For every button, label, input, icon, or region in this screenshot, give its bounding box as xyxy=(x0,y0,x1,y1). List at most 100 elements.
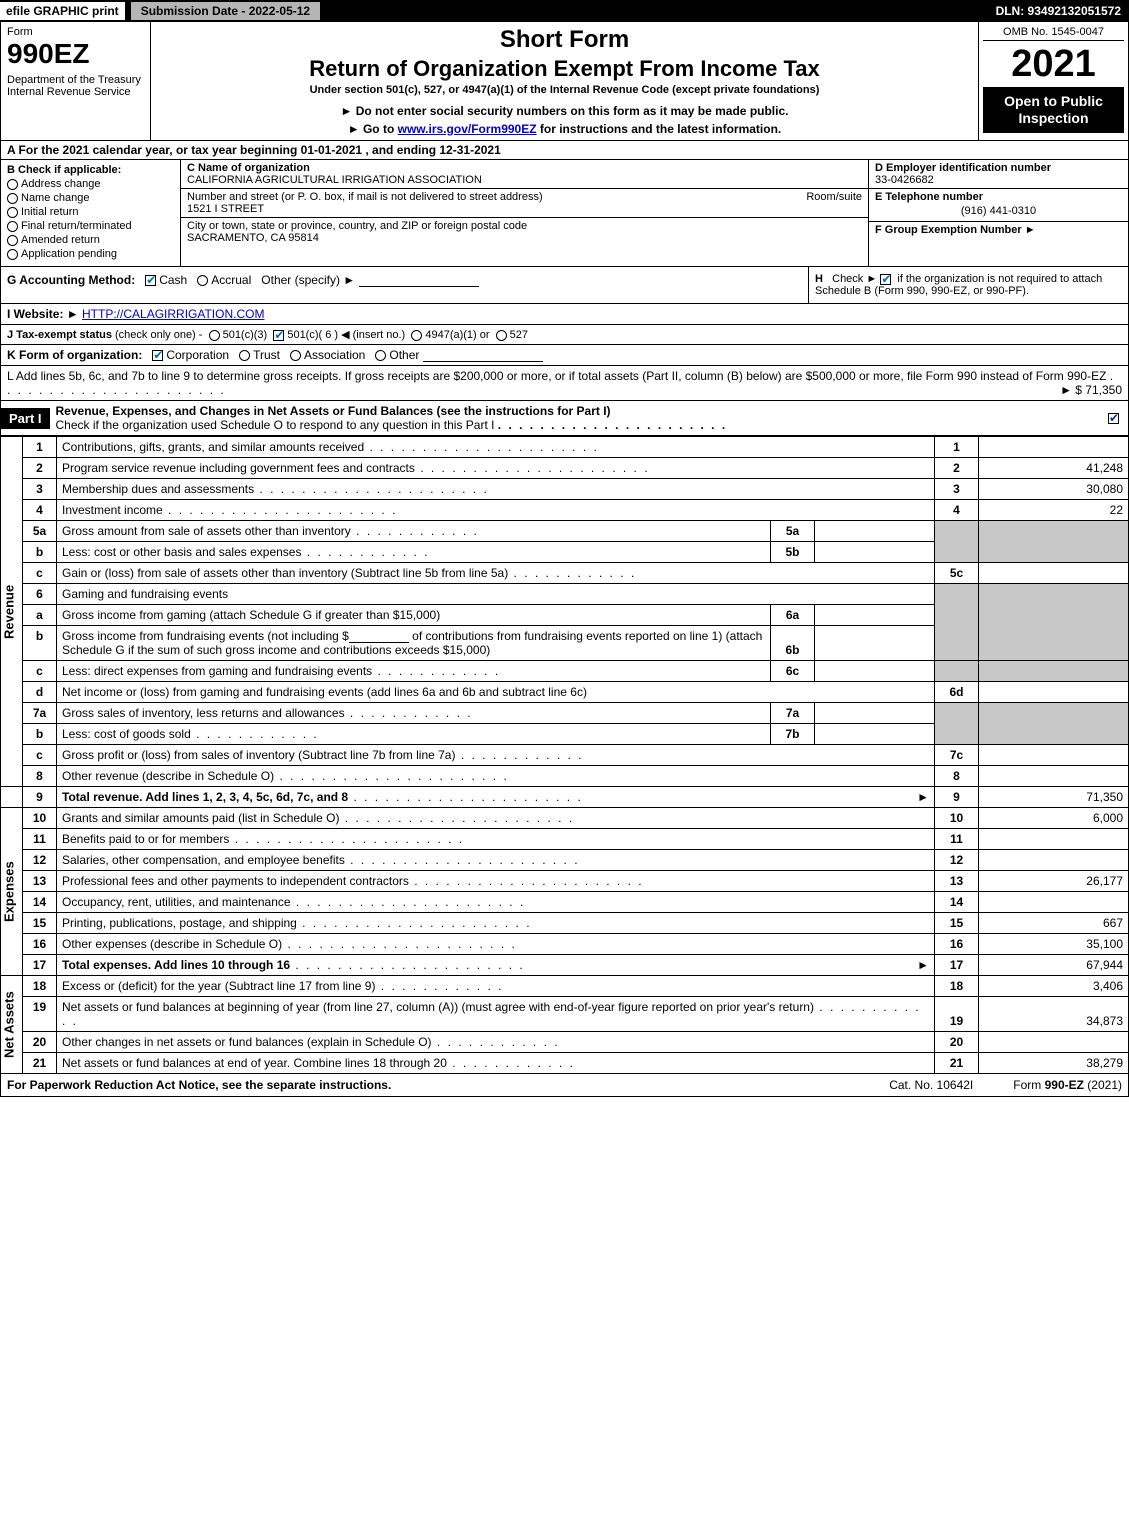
ln-6c-num: c xyxy=(23,661,57,682)
ln-13-desc: Professional fees and other payments to … xyxy=(57,871,935,892)
ln-2-desc: Program service revenue including govern… xyxy=(57,458,935,479)
ln-4-col: 4 xyxy=(935,500,979,521)
ln-8-col: 8 xyxy=(935,766,979,787)
grey-6c xyxy=(935,661,979,682)
cb-association[interactable] xyxy=(290,350,301,361)
b-label: B Check if applicable: xyxy=(7,164,174,176)
ln-9-val: 71,350 xyxy=(979,787,1129,808)
ln-3-desc: Membership dues and assessments xyxy=(57,479,935,500)
row-i: I Website: ► HTTP://CALAGIRRIGATION.COM xyxy=(0,304,1129,325)
j-note: (check only one) - xyxy=(115,329,202,341)
ln-10-num: 10 xyxy=(23,808,57,829)
telephone: (916) 441-0310 xyxy=(875,203,1122,219)
ln-21-val: 38,279 xyxy=(979,1053,1129,1074)
tax-year: 2021 xyxy=(983,45,1124,83)
cb-501c3[interactable] xyxy=(209,330,220,341)
h-label: H xyxy=(815,273,823,285)
ln-6a-desc: Gross income from gaming (attach Schedul… xyxy=(57,605,771,626)
ln-7a-desc: Gross sales of inventory, less returns a… xyxy=(57,703,771,724)
section-def: D Employer identification number 33-0426… xyxy=(868,160,1128,266)
grey-7ab-val xyxy=(979,703,1129,745)
opt-corporation: Corporation xyxy=(166,348,229,362)
ln-7b-subval xyxy=(815,724,935,745)
open-to-public: Open to Public Inspection xyxy=(983,87,1124,133)
ln-9-col: 9 xyxy=(935,787,979,808)
ln-16-num: 16 xyxy=(23,934,57,955)
ln-11-col: 11 xyxy=(935,829,979,850)
lines-table: Revenue 1 Contributions, gifts, grants, … xyxy=(0,436,1129,1074)
grey-6c-val xyxy=(979,661,1129,682)
cb-501c[interactable] xyxy=(273,330,284,341)
omb-number: OMB No. 1545-0047 xyxy=(983,26,1124,41)
row-gh: G Accounting Method: Cash Accrual Other … xyxy=(0,267,1129,304)
ln-19-val: 34,873 xyxy=(979,997,1129,1032)
opt-527: 527 xyxy=(510,329,528,341)
do-not-enter: ► Do not enter social security numbers o… xyxy=(161,104,968,118)
cb-corporation[interactable] xyxy=(152,350,163,361)
ln-12-col: 12 xyxy=(935,850,979,871)
ln-6c-desc: Less: direct expenses from gaming and fu… xyxy=(57,661,771,682)
ln-4-num: 4 xyxy=(23,500,57,521)
ln-5a-sub: 5a xyxy=(771,521,815,542)
ln-9-desc: Total revenue. Add lines 1, 2, 3, 4, 5c,… xyxy=(57,787,935,808)
ln-6d-num: d xyxy=(23,682,57,703)
header-right: OMB No. 1545-0047 2021 Open to Public In… xyxy=(978,22,1128,140)
topbar: efile GRAPHIC print Submission Date - 20… xyxy=(0,0,1129,22)
ln-11-desc: Benefits paid to or for members xyxy=(57,829,935,850)
ln-19-desc: Net assets or fund balances at beginning… xyxy=(57,997,935,1032)
cb-final-return[interactable]: Final return/terminated xyxy=(7,220,174,232)
ln-18-val: 3,406 xyxy=(979,976,1129,997)
cb-name-change[interactable]: Name change xyxy=(7,192,174,204)
ln-7a-sub: 7a xyxy=(771,703,815,724)
cb-other-org[interactable] xyxy=(375,350,386,361)
part-i-title: Revenue, Expenses, and Changes in Net As… xyxy=(56,404,611,418)
ln-3-col: 3 xyxy=(935,479,979,500)
ln-5b-subval xyxy=(815,542,935,563)
cb-initial-return[interactable]: Initial return xyxy=(7,206,174,218)
side-net-assets: Net Assets xyxy=(1,976,23,1074)
section-c: C Name of organization CALIFORNIA AGRICU… xyxy=(181,160,868,266)
footer-right: Form 990-EZ (2021) xyxy=(1013,1078,1122,1092)
cb-application-pending[interactable]: Application pending xyxy=(7,248,174,260)
cb-4947[interactable] xyxy=(411,330,422,341)
ln-7a-subval xyxy=(815,703,935,724)
cb-trust[interactable] xyxy=(239,350,250,361)
cb-schedule-o[interactable] xyxy=(1108,413,1119,424)
ln-5a-desc: Gross amount from sale of assets other t… xyxy=(57,521,771,542)
section-g: G Accounting Method: Cash Accrual Other … xyxy=(1,267,808,303)
cb-address-change[interactable]: Address change xyxy=(7,178,174,190)
street-address: 1521 I STREET xyxy=(187,203,766,215)
ln-5c-val xyxy=(979,563,1129,584)
submission-date: Submission Date - 2022-05-12 xyxy=(131,2,320,20)
ln-18-desc: Excess or (deficit) for the year (Subtra… xyxy=(57,976,935,997)
ln-7c-num: c xyxy=(23,745,57,766)
goto-link[interactable]: www.irs.gov/Form990EZ xyxy=(398,122,537,136)
ln-7b-desc: Less: cost of goods sold xyxy=(57,724,771,745)
ln-20-num: 20 xyxy=(23,1032,57,1053)
cb-accrual[interactable] xyxy=(197,275,208,286)
ln-15-desc: Printing, publications, postage, and shi… xyxy=(57,913,935,934)
ln-4-desc: Investment income xyxy=(57,500,935,521)
ln-10-col: 10 xyxy=(935,808,979,829)
ln-7c-desc: Gross profit or (loss) from sales of inv… xyxy=(57,745,935,766)
ln-1-val xyxy=(979,437,1129,458)
ln-19-col: 19 xyxy=(935,997,979,1032)
form-label: Form xyxy=(7,26,144,38)
ln-2-col: 2 xyxy=(935,458,979,479)
ln-6a-subval xyxy=(815,605,935,626)
efile-graphic-print: efile GRAPHIC print xyxy=(0,2,125,20)
cb-amended-return[interactable]: Amended return xyxy=(7,234,174,246)
ln-1-col: 1 xyxy=(935,437,979,458)
goto-prefix: ► Go to xyxy=(348,122,398,136)
ln-21-col: 21 xyxy=(935,1053,979,1074)
row-a-tax-year: A For the 2021 calendar year, or tax yea… xyxy=(0,141,1129,160)
cb-schedule-b[interactable] xyxy=(880,274,891,285)
ln-13-num: 13 xyxy=(23,871,57,892)
cb-527[interactable] xyxy=(496,330,507,341)
website-link[interactable]: HTTP://CALAGIRRIGATION.COM xyxy=(82,307,264,321)
cb-cash[interactable] xyxy=(145,275,156,286)
ln-17-desc: Total expenses. Add lines 10 through 16 xyxy=(57,955,935,976)
dln: DLN: 93492132051572 xyxy=(996,4,1129,18)
ln-17-num: 17 xyxy=(23,955,57,976)
l-text: L Add lines 5b, 6c, and 7b to line 9 to … xyxy=(7,369,1106,383)
